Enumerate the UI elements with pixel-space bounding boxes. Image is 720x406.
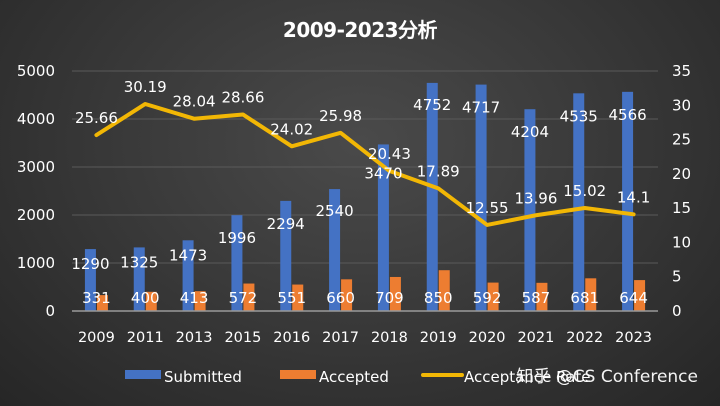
label-submitted: 2294 <box>267 215 305 233</box>
x-tick-label: 2013 <box>176 330 213 346</box>
bar-submitted[interactable] <box>622 91 634 311</box>
y-right-tick-label: 10 <box>672 233 691 251</box>
x-tick-label: 2017 <box>322 330 359 346</box>
label-acceptance-rate: 28.66 <box>221 88 264 106</box>
y-right-tick-label: 15 <box>672 199 691 217</box>
label-acceptance-rate: 20.43 <box>368 145 411 163</box>
x-tick-label: 2015 <box>224 330 261 346</box>
label-accepted: 709 <box>375 289 404 307</box>
bar-submitted[interactable] <box>133 247 145 311</box>
bar-submitted[interactable] <box>377 144 389 311</box>
y-left-tick-label: 4000 <box>17 110 55 128</box>
bar-submitted[interactable] <box>182 240 194 311</box>
label-acceptance-rate: 15.02 <box>563 182 606 200</box>
label-submitted: 4717 <box>462 99 500 117</box>
label-submitted: 1473 <box>169 246 207 264</box>
x-tick-label: 2019 <box>420 330 457 346</box>
label-accepted: 587 <box>522 289 551 307</box>
bar-submitted[interactable] <box>573 93 585 311</box>
label-accepted: 644 <box>619 289 648 307</box>
bar-accepted[interactable] <box>145 291 157 311</box>
label-submitted: 4566 <box>608 106 646 124</box>
label-submitted: 1290 <box>71 255 109 273</box>
label-acceptance-rate: 30.19 <box>124 78 167 96</box>
label-accepted: 400 <box>131 289 160 307</box>
label-submitted: 4535 <box>560 107 598 125</box>
bar-accepted[interactable] <box>292 284 304 311</box>
y-right-tick-label: 5 <box>672 268 682 286</box>
bar-submitted[interactable] <box>280 200 292 311</box>
bar-accepted[interactable] <box>536 282 548 311</box>
label-acceptance-rate: 25.98 <box>319 107 362 125</box>
label-submitted: 4204 <box>511 123 549 141</box>
y-left-tick-label: 3000 <box>17 158 55 176</box>
y-right-tick-label: 0 <box>672 302 682 320</box>
label-acceptance-rate: 24.02 <box>270 120 313 138</box>
y-right-tick-label: 35 <box>672 62 691 80</box>
bar-accepted[interactable] <box>634 280 646 311</box>
label-submitted: 3470 <box>364 164 402 182</box>
label-acceptance-rate: 12.55 <box>466 199 509 217</box>
x-tick-label: 2018 <box>371 330 408 346</box>
bar-accepted[interactable] <box>96 295 108 311</box>
legend-swatch-accepted <box>280 370 316 379</box>
bar-accepted[interactable] <box>243 283 255 311</box>
x-tick-label: 2009 <box>78 330 115 346</box>
chart-title: 2009-2023分析 <box>282 18 438 42</box>
label-submitted: 1996 <box>218 229 256 247</box>
bar-submitted[interactable] <box>475 84 487 311</box>
y-left-tick-label: 0 <box>45 302 55 320</box>
label-accepted: 331 <box>82 289 111 307</box>
label-accepted: 572 <box>229 289 258 307</box>
bar-accepted[interactable] <box>341 279 353 311</box>
bar-accepted[interactable] <box>585 278 597 311</box>
bar-submitted[interactable] <box>329 189 341 311</box>
bar-accepted[interactable] <box>487 282 499 311</box>
legend-label-accepted[interactable]: Accepted <box>319 368 389 386</box>
bar-accepted[interactable] <box>194 291 206 311</box>
bar-submitted[interactable] <box>426 82 438 312</box>
label-accepted: 850 <box>424 289 453 307</box>
label-acceptance-rate: 14.1 <box>617 188 650 206</box>
y-left-tick-label: 1000 <box>17 254 55 272</box>
label-accepted: 551 <box>277 289 306 307</box>
label-accepted: 681 <box>570 289 599 307</box>
bar-submitted[interactable] <box>524 109 536 311</box>
bar-accepted[interactable] <box>438 270 450 311</box>
label-acceptance-rate: 13.96 <box>514 189 557 207</box>
watermark: 知乎 @CS Conference <box>516 367 698 387</box>
label-acceptance-rate: 28.04 <box>173 93 216 111</box>
legend-label-acceptance-rate[interactable]: Acceptance Rate <box>464 368 590 386</box>
label-submitted: 4752 <box>413 96 451 114</box>
y-right-tick-label: 25 <box>672 131 691 149</box>
x-tick-label: 2022 <box>566 330 603 346</box>
label-submitted: 2540 <box>315 202 353 220</box>
x-tick-label: 2023 <box>615 330 652 346</box>
x-tick-label: 2020 <box>469 330 506 346</box>
legend-label-submitted[interactable]: Submitted <box>164 368 242 386</box>
bar-accepted[interactable] <box>389 276 401 311</box>
y-left-tick-label: 2000 <box>17 206 55 224</box>
x-tick-label: 2016 <box>273 330 310 346</box>
label-accepted: 592 <box>473 289 502 307</box>
y-right-tick-label: 30 <box>672 96 691 114</box>
legend-swatch-submitted <box>125 370 161 379</box>
label-accepted: 660 <box>326 289 355 307</box>
y-left-tick-label: 5000 <box>17 62 55 80</box>
line-acceptance-rate[interactable] <box>94 101 636 227</box>
bar-submitted[interactable] <box>84 249 96 311</box>
y-right-tick-label: 20 <box>672 165 691 183</box>
label-accepted: 413 <box>180 289 209 307</box>
bar-submitted[interactable] <box>231 215 243 311</box>
label-acceptance-rate: 17.89 <box>417 162 460 180</box>
label-acceptance-rate: 25.66 <box>75 109 118 127</box>
label-submitted: 1325 <box>120 253 158 271</box>
x-tick-label: 2011 <box>127 330 164 346</box>
x-tick-label: 2021 <box>517 330 554 346</box>
